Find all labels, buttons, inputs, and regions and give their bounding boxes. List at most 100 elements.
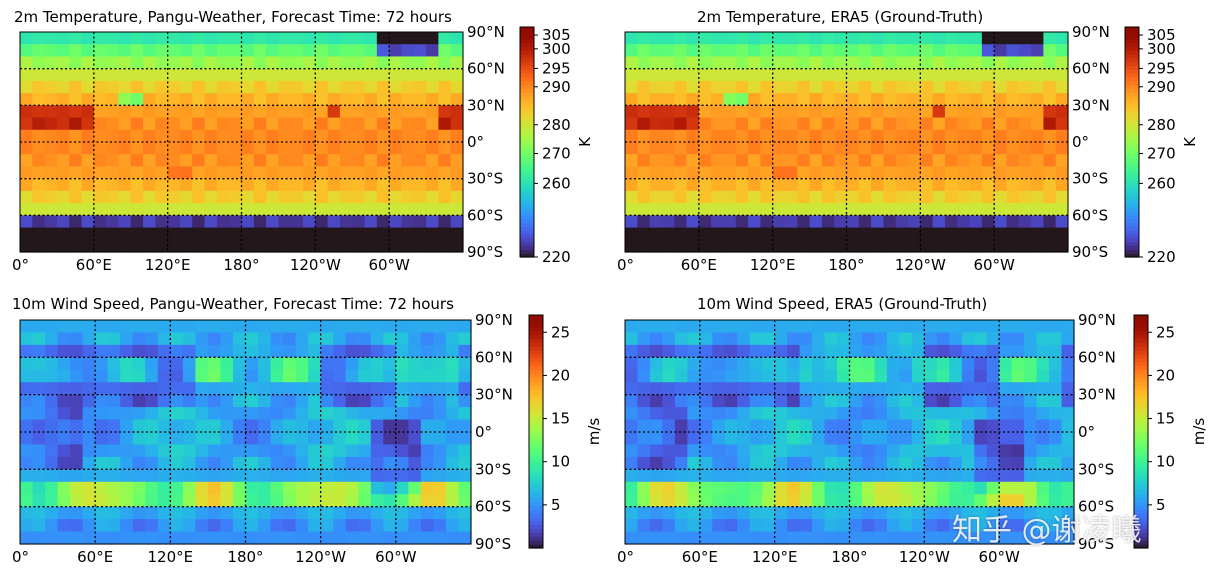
heatmap-cell: [1006, 105, 1020, 119]
heatmap-cell: [143, 166, 156, 180]
heatmap-cell: [920, 166, 934, 180]
heatmap-cell: [195, 320, 209, 334]
heatmap-cell: [686, 68, 700, 82]
colorbar-segment: [529, 419, 543, 425]
heatmap-cell: [994, 129, 1008, 143]
heatmap-cell: [245, 407, 259, 421]
colorbar-segment: [520, 226, 534, 231]
heatmap-cell: [20, 382, 34, 396]
heatmap-cell: [232, 456, 247, 470]
heatmap-cell: [204, 190, 218, 204]
heatmap-cell: [157, 369, 171, 383]
heatmap-cell: [735, 142, 749, 155]
x-tick-label: 120°E: [752, 548, 798, 566]
heatmap-cell: [809, 32, 823, 45]
heatmap-cell: [320, 506, 334, 520]
heatmap-cell: [834, 129, 848, 143]
heatmap-cell: [924, 332, 938, 346]
heatmap-cell: [649, 203, 663, 216]
heatmap-cell: [749, 432, 763, 446]
heatmap-cell: [649, 117, 663, 131]
heatmap-cell: [20, 419, 34, 433]
colorbar-segment: [520, 115, 534, 120]
plot-frame: [19, 319, 472, 545]
heatmap-cell: [699, 506, 713, 520]
heatmap-cell: [1024, 382, 1038, 396]
heatmap-cell: [899, 332, 913, 346]
heatmap-cell: [220, 369, 234, 383]
heatmap-cell: [450, 215, 464, 229]
heatmap-cell: [270, 444, 284, 458]
colorbar-tick-label: 270: [542, 145, 571, 163]
heatmap-cell: [957, 129, 971, 143]
heatmap-cell: [179, 154, 193, 168]
heatmap-cell: [637, 419, 651, 433]
heatmap-cell: [824, 332, 838, 346]
colorbar-segment: [1125, 50, 1139, 55]
heatmap-cell: [295, 419, 309, 433]
heatmap-cell: [44, 117, 58, 131]
heatmap-cell: [849, 469, 863, 483]
heatmap-cell: [420, 419, 435, 433]
colorbar-segment: [1125, 234, 1139, 239]
heatmap-cell: [961, 382, 975, 396]
heatmap-cell: [445, 519, 460, 533]
heatmap-cell: [395, 419, 409, 433]
heatmap-cell: [911, 344, 925, 358]
heatmap-cell: [999, 432, 1013, 446]
heatmap-cell: [179, 239, 193, 253]
heatmap-cell: [120, 456, 134, 470]
heatmap-cell: [711, 227, 725, 241]
heatmap-cell: [458, 531, 472, 545]
heatmap-cell: [278, 93, 292, 106]
heatmap-cell: [216, 239, 230, 253]
heatmap-cell: [389, 32, 403, 45]
heatmap-cell: [994, 203, 1008, 216]
heatmap-cell: [986, 407, 1000, 421]
heatmap-cell: [20, 203, 33, 216]
heatmap-cell: [157, 320, 171, 334]
heatmap-cell: [1043, 215, 1057, 229]
heatmap-cell: [661, 227, 675, 241]
heatmap-cell: [824, 357, 838, 371]
colorbar-segment: [1125, 57, 1139, 63]
heatmap-cell: [908, 166, 921, 180]
colorbar-segment: [520, 234, 534, 239]
colorbar-tick-label: 305: [1147, 26, 1176, 44]
heatmap-cell: [155, 44, 169, 58]
heatmap-cell: [258, 531, 272, 545]
heatmap-cell: [861, 469, 876, 483]
colorbar-segment: [1134, 412, 1148, 417]
heatmap-cell: [924, 320, 938, 334]
colorbar-segment: [520, 80, 534, 86]
heatmap-cell: [232, 332, 247, 346]
heatmap-cell: [735, 178, 749, 192]
heatmap-cell: [1018, 117, 1032, 131]
heatmap-cell: [253, 93, 267, 106]
heatmap-cell: [32, 239, 46, 253]
heatmap-cell: [167, 80, 181, 94]
heatmap-cell: [167, 93, 181, 106]
heatmap-cell: [266, 44, 280, 58]
heatmap-cell: [130, 129, 144, 143]
heatmap-cell: [70, 444, 84, 458]
heatmap-cell: [981, 239, 995, 253]
heatmap-cell: [957, 117, 971, 131]
heatmap-cell: [106, 56, 120, 70]
heatmap-cell: [401, 166, 415, 180]
heatmap-cell: [908, 80, 921, 94]
heatmap-cell: [735, 80, 749, 94]
heatmap-cell: [204, 203, 218, 216]
heatmap-cell: [944, 239, 958, 253]
heatmap-cell: [1055, 190, 1069, 204]
heatmap-cell: [420, 357, 435, 371]
heatmap-cell: [229, 105, 243, 119]
heatmap-cell: [408, 320, 422, 334]
heatmap-cell: [182, 531, 196, 545]
heatmap-cell: [106, 203, 120, 216]
heatmap-cell: [69, 203, 83, 216]
colorbar-segment: [520, 38, 534, 43]
heatmap-cell: [774, 357, 788, 371]
heatmap-cell: [155, 117, 169, 131]
heatmap-cell: [812, 481, 826, 495]
